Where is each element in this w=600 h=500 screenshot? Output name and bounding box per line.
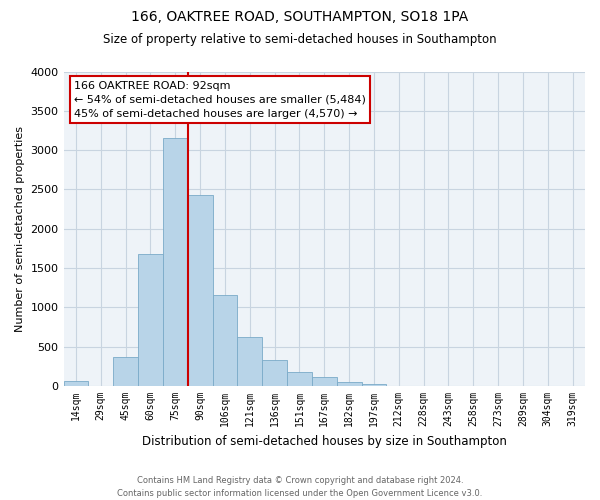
X-axis label: Distribution of semi-detached houses by size in Southampton: Distribution of semi-detached houses by … [142, 434, 507, 448]
Bar [163, 138, 188, 386]
Y-axis label: Number of semi-detached properties: Number of semi-detached properties [15, 126, 25, 332]
Bar [188, 195, 212, 386]
Bar [238, 336, 262, 386]
Text: Size of property relative to semi-detached houses in Southampton: Size of property relative to semi-detach… [103, 32, 497, 46]
Text: Contains HM Land Registry data © Crown copyright and database right 2024.
Contai: Contains HM Land Registry data © Crown c… [118, 476, 482, 498]
Bar [113, 357, 138, 386]
Bar [287, 372, 312, 386]
Bar [212, 295, 238, 386]
Bar [312, 378, 337, 386]
Bar [337, 382, 362, 386]
Bar [362, 384, 386, 386]
Bar [262, 360, 287, 386]
Bar [138, 254, 163, 386]
Text: 166 OAKTREE ROAD: 92sqm
← 54% of semi-detached houses are smaller (5,484)
45% of: 166 OAKTREE ROAD: 92sqm ← 54% of semi-de… [74, 81, 366, 119]
Bar [64, 380, 88, 386]
Text: 166, OAKTREE ROAD, SOUTHAMPTON, SO18 1PA: 166, OAKTREE ROAD, SOUTHAMPTON, SO18 1PA [131, 10, 469, 24]
